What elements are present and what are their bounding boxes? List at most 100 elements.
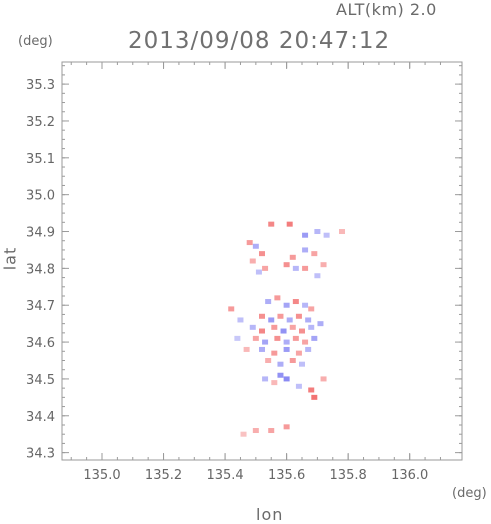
x-tick-label: 135.6 bbox=[268, 468, 305, 483]
echo-cell bbox=[283, 262, 290, 268]
x-tick-label: 136.0 bbox=[391, 468, 428, 483]
x-axis-label: lon bbox=[256, 505, 284, 524]
echo-cell bbox=[246, 240, 253, 246]
echo-cell bbox=[277, 361, 284, 367]
y-tick-label: 34.6 bbox=[26, 336, 55, 351]
plot-border bbox=[61, 61, 463, 461]
echo-cell bbox=[283, 339, 290, 345]
echo-cell bbox=[323, 232, 330, 238]
echo-cell bbox=[265, 299, 272, 305]
echo-cell bbox=[283, 302, 290, 308]
echo-cell bbox=[308, 306, 315, 312]
echo-cell bbox=[268, 221, 275, 227]
echo-cell bbox=[308, 387, 315, 393]
echo-cell bbox=[243, 346, 250, 352]
echo-cell bbox=[311, 335, 318, 341]
echo-cell bbox=[271, 350, 278, 356]
axis-ticks: 135.0 135.2 135.4 135.6 135.8 136.0 34.3 34.4 34… bbox=[26, 62, 462, 483]
x-tick-label: 135.2 bbox=[145, 468, 182, 483]
echo-cell bbox=[252, 335, 259, 341]
echo-cell bbox=[283, 424, 290, 430]
echo-cell bbox=[302, 265, 309, 271]
y-tick-label: 34.8 bbox=[26, 262, 55, 277]
echo-cell bbox=[280, 328, 287, 334]
echo-cell bbox=[289, 324, 296, 330]
y-tick-label: 35.2 bbox=[26, 115, 55, 130]
y-tick-label: 35.0 bbox=[26, 189, 55, 204]
echo-cell bbox=[286, 317, 293, 323]
echo-cell bbox=[268, 428, 275, 434]
echo-cell bbox=[320, 376, 327, 382]
echo-cell bbox=[320, 262, 327, 268]
echo-cell bbox=[259, 346, 265, 352]
echo-cell bbox=[299, 361, 305, 367]
echo-cell bbox=[295, 383, 302, 389]
echo-cell bbox=[252, 428, 259, 434]
echo-cell bbox=[295, 350, 302, 356]
echo-cell bbox=[262, 339, 269, 345]
echo-cell bbox=[314, 273, 321, 279]
echo-cell bbox=[274, 295, 281, 301]
echo-cell bbox=[274, 335, 281, 341]
echo-cell bbox=[302, 302, 309, 308]
echo-cell bbox=[262, 265, 269, 271]
echo-cell bbox=[259, 328, 265, 334]
altitude-label: ALT(km) 2.0 bbox=[336, 0, 437, 19]
echo-cell bbox=[317, 321, 324, 327]
x-tick-label: 135.4 bbox=[206, 468, 243, 483]
echo-cell bbox=[286, 221, 293, 227]
echo-cell bbox=[262, 376, 269, 382]
echo-cell bbox=[265, 358, 272, 363]
echo-cell bbox=[311, 251, 318, 257]
echo-cell bbox=[299, 328, 305, 334]
echo-cell bbox=[302, 232, 309, 238]
echo-cell bbox=[255, 269, 262, 275]
echo-cell bbox=[289, 358, 296, 363]
echo-cell bbox=[311, 394, 318, 400]
echo-cell bbox=[302, 247, 309, 253]
echo-cell bbox=[252, 243, 259, 249]
echo-cell bbox=[249, 258, 256, 264]
echo-cell bbox=[289, 254, 296, 260]
y-tick-label: 34.7 bbox=[26, 299, 55, 314]
y-tick-label: 34.3 bbox=[26, 447, 55, 462]
plot-frame bbox=[61, 61, 463, 461]
echo-cell bbox=[271, 324, 278, 330]
timestamp-title: 2013/09/08 20:47:12 bbox=[128, 28, 391, 54]
y-tick-label: 34.4 bbox=[26, 410, 55, 425]
echo-cell bbox=[339, 229, 345, 235]
echo-cell bbox=[249, 324, 256, 330]
y-tick-label: 34.5 bbox=[26, 373, 55, 388]
echo-cell bbox=[314, 229, 321, 235]
echo-cell bbox=[305, 346, 312, 352]
x-axis-unit: (deg) bbox=[452, 486, 487, 501]
y-tick-label: 35.1 bbox=[26, 152, 55, 167]
echo-cell bbox=[268, 317, 275, 323]
y-axis-label: lat bbox=[0, 246, 20, 271]
radar-echo-cells bbox=[228, 221, 345, 437]
echo-cell bbox=[295, 313, 302, 319]
echo-cell bbox=[308, 324, 315, 330]
echo-cell bbox=[292, 265, 299, 271]
y-axis-unit: (deg) bbox=[18, 34, 53, 49]
echo-cell bbox=[234, 335, 241, 341]
echo-cell bbox=[292, 335, 299, 341]
echo-cell bbox=[240, 431, 247, 437]
x-tick-label: 135.0 bbox=[83, 468, 120, 483]
echo-cell bbox=[302, 339, 309, 345]
echo-cell bbox=[271, 380, 278, 386]
echo-cell bbox=[259, 313, 265, 319]
echo-cell bbox=[228, 306, 235, 312]
echo-cell bbox=[237, 317, 244, 323]
echo-cell bbox=[283, 376, 290, 382]
x-tick-label: 135.8 bbox=[330, 468, 367, 483]
y-tick-label: 35.3 bbox=[26, 78, 55, 93]
echo-cell bbox=[259, 251, 265, 257]
echo-cell bbox=[292, 299, 299, 305]
y-tick-label: 34.9 bbox=[26, 226, 55, 241]
echo-cell bbox=[283, 346, 290, 352]
echo-cell bbox=[305, 317, 312, 323]
echo-cell bbox=[277, 313, 284, 319]
echo-cell bbox=[277, 372, 284, 378]
